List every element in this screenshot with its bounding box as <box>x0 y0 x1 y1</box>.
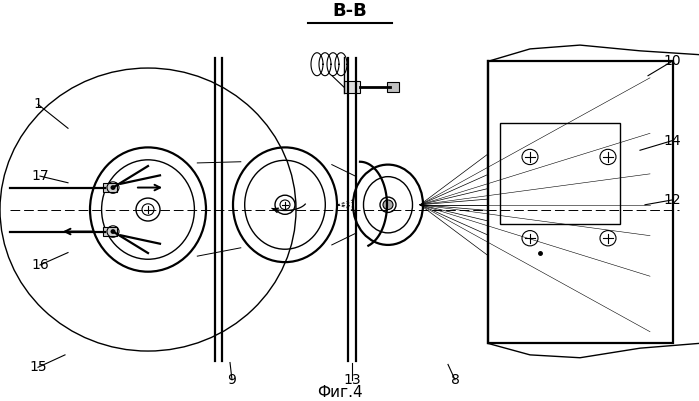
Bar <box>500 124 620 224</box>
Text: 13: 13 <box>343 373 361 387</box>
Text: 14: 14 <box>663 134 681 148</box>
Text: 10: 10 <box>663 55 681 68</box>
Text: 17: 17 <box>31 169 49 183</box>
Text: 8: 8 <box>451 373 459 387</box>
Text: Фиг.4: Фиг.4 <box>317 385 362 399</box>
Text: В-В: В-В <box>332 2 367 20</box>
Bar <box>103 183 117 192</box>
Text: 15: 15 <box>29 360 47 374</box>
Circle shape <box>110 185 115 190</box>
Circle shape <box>383 200 393 210</box>
Text: 1: 1 <box>34 97 43 111</box>
Text: 12: 12 <box>663 193 681 207</box>
Bar <box>488 61 673 343</box>
Bar <box>344 81 360 93</box>
Text: 16: 16 <box>31 258 49 272</box>
Circle shape <box>110 229 115 234</box>
Bar <box>103 227 117 236</box>
Text: 9: 9 <box>228 373 236 387</box>
Bar <box>387 82 399 92</box>
